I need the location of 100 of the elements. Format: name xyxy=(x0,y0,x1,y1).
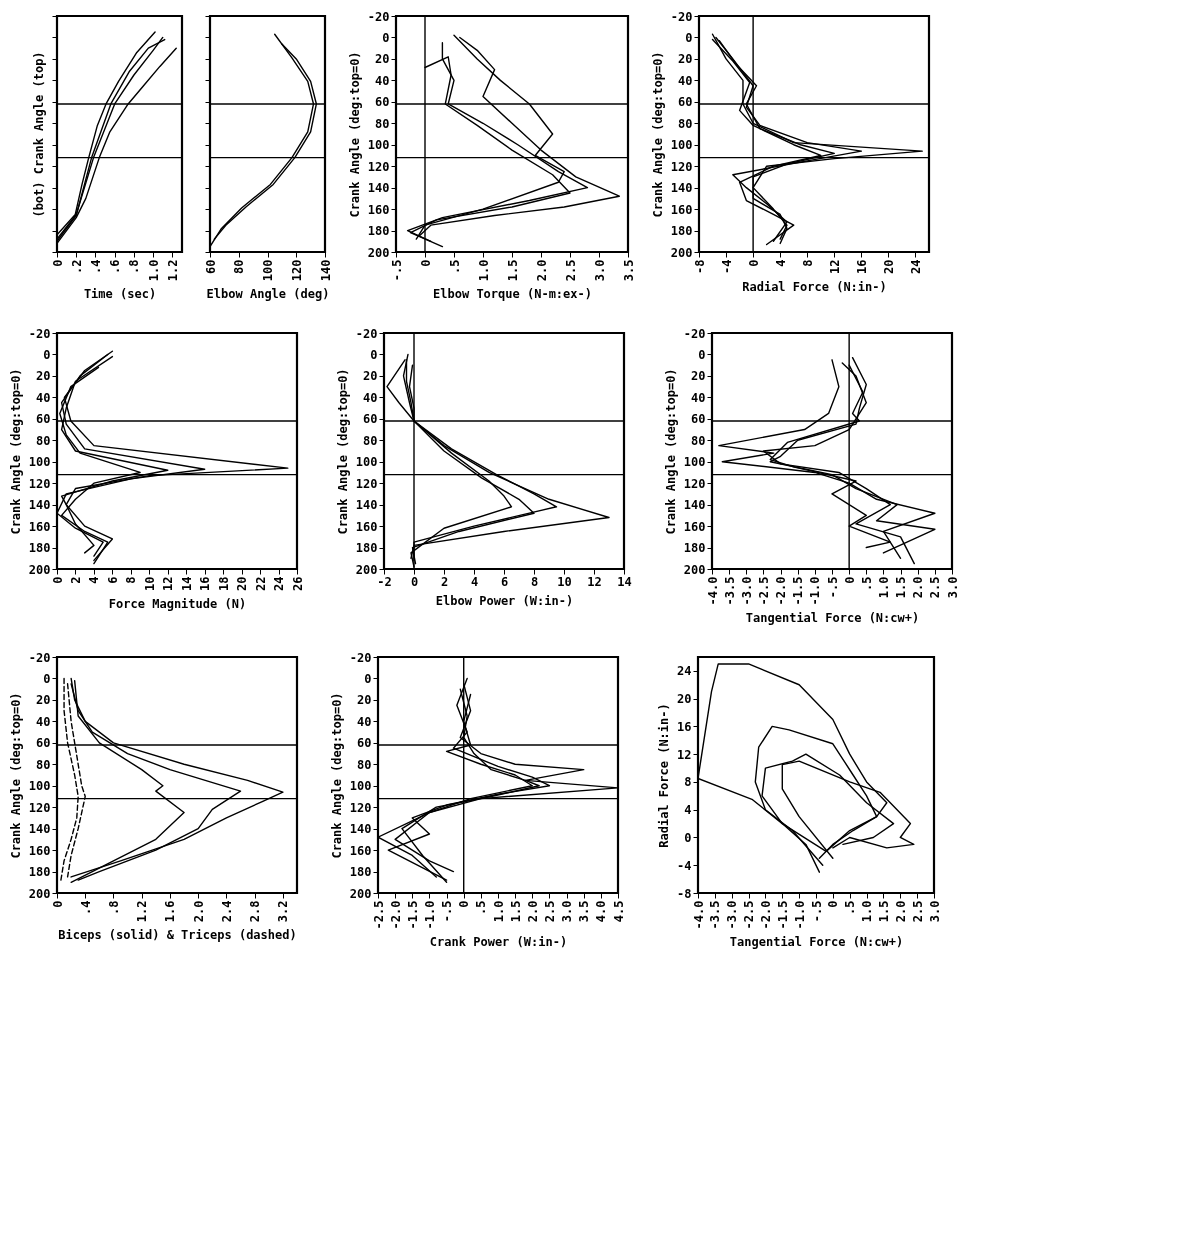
x-tick-label: 14 xyxy=(617,574,632,589)
y-tick-label: 140 xyxy=(367,181,390,196)
x-tick-label: 1.0 xyxy=(146,259,161,282)
y-tick-label: 20 xyxy=(36,693,51,708)
x-tick-label: 2.5 xyxy=(928,576,943,599)
x-axis-title: Elbow Torque (N-m:ex-) xyxy=(433,287,592,302)
x-tick-label: .5 xyxy=(859,576,874,591)
y-tick-label: 40 xyxy=(36,390,51,405)
x-tick-label: 16 xyxy=(854,259,869,274)
y-tick-label: 80 xyxy=(36,433,51,448)
x-tick-label: .5 xyxy=(843,900,858,915)
y-tick-label: 60 xyxy=(36,412,51,427)
y-tick-label: 180 xyxy=(683,541,706,556)
x-tick-label: 20 xyxy=(235,576,250,591)
x-tick-label: 8 xyxy=(530,574,539,589)
x-tick-label: 4.0 xyxy=(594,900,609,923)
x-tick-label: 8 xyxy=(124,576,139,584)
x-axis-title: Crank Power (W:in-) xyxy=(429,935,568,950)
y-tick-label: 120 xyxy=(367,159,390,174)
y-tick-label: 0 xyxy=(43,671,51,686)
y-tick-label: -20 xyxy=(28,326,51,341)
x-tick-label: -3.0 xyxy=(725,900,740,930)
x-tick-label: 3.2 xyxy=(276,900,291,923)
x-tick-label: 6 xyxy=(500,574,509,589)
y-tick-label: 200 xyxy=(670,245,693,260)
x-tick-label: 1.0 xyxy=(876,576,891,599)
x-tick-label: 10 xyxy=(142,576,157,591)
y-tick-label: 60 xyxy=(691,412,706,427)
y-axis-title: Crank Angle (deg:top=0) xyxy=(650,51,665,218)
y-tick-label: 160 xyxy=(670,202,693,217)
x-tick-label: 4 xyxy=(470,574,479,589)
y-tick-label: 100 xyxy=(683,455,706,470)
x-tick-label: 3.0 xyxy=(945,576,960,599)
y-tick-label: 120 xyxy=(355,476,378,491)
x-tick-label: 26 xyxy=(290,576,305,591)
y-tick-label: 200 xyxy=(349,886,372,901)
x-tick-label: .6 xyxy=(108,259,123,274)
x-tick-label: -4.0 xyxy=(705,576,720,606)
x-tick-label: 2.0 xyxy=(911,576,926,599)
y-tick-label: 0 xyxy=(684,830,692,845)
y-tick-label: 20 xyxy=(375,52,390,67)
x-tick-label: -.5 xyxy=(389,259,404,282)
y-tick-label: 180 xyxy=(28,541,51,556)
y-tick-label: 20 xyxy=(36,369,51,384)
y-tick-label: 200 xyxy=(28,562,51,577)
y-tick-label: 180 xyxy=(670,224,693,239)
y-tick-label: -20 xyxy=(355,326,378,341)
y-tick-label: 140 xyxy=(28,822,51,837)
x-tick-label: 0 xyxy=(50,576,65,584)
x-tick-label: -1.0 xyxy=(422,900,437,930)
x-tick-label: .5 xyxy=(447,259,462,274)
x-tick-label: 22 xyxy=(253,576,268,591)
x-tick-label: -4.0 xyxy=(691,900,706,930)
x-tick-label: 60 xyxy=(203,259,218,274)
x-tick-label: 3.5 xyxy=(621,259,636,282)
x-axis-title: Elbow Angle (deg) xyxy=(206,287,330,302)
x-tick-label: -2.0 xyxy=(758,900,773,930)
y-axis-title: Crank Angle (deg:top=0) xyxy=(335,368,350,535)
x-tick-label: 100 xyxy=(261,259,275,282)
y-tick-label: 60 xyxy=(678,95,693,110)
x-tick-label: -2.0 xyxy=(388,900,403,930)
y-tick-label: 200 xyxy=(683,562,706,577)
y-tick-label: 160 xyxy=(28,843,51,858)
y-tick-label: 80 xyxy=(36,757,51,772)
y-axis-title: Crank Angle (deg:top=0) xyxy=(8,692,23,859)
x-tick-label: -1.5 xyxy=(791,576,806,606)
x-tick-label: 1.6 xyxy=(163,900,178,923)
x-tick-label: -1.0 xyxy=(808,576,823,606)
x-axis-title: Biceps (solid) & Triceps (dashed) xyxy=(58,928,297,943)
x-tick-label: 4 xyxy=(87,576,102,584)
y-tick-label: 200 xyxy=(367,245,390,260)
y-tick-label: 100 xyxy=(355,455,378,470)
x-tick-label: 1.5 xyxy=(508,900,523,923)
x-tick-label: 18 xyxy=(216,576,231,591)
y-tick-label: 60 xyxy=(363,412,378,427)
y-tick-label: -20 xyxy=(670,9,693,24)
y-tick-label: 80 xyxy=(678,116,693,131)
y-tick-label: 140 xyxy=(355,498,378,513)
x-axis-title: Force Magnitude (N) xyxy=(108,596,247,611)
x-tick-label: 16 xyxy=(198,576,213,591)
x-tick-label: 2.0 xyxy=(534,259,549,282)
x-tick-label: -4 xyxy=(719,259,734,274)
x-tick-label: 0 xyxy=(842,576,857,584)
x-tick-label: 20 xyxy=(881,259,896,274)
y-tick-label: -20 xyxy=(349,650,372,665)
y-tick-label: 100 xyxy=(28,779,51,794)
x-tick-label: -.5 xyxy=(825,576,840,599)
x-tick-label: 0 xyxy=(457,900,472,908)
y-tick-label: 120 xyxy=(683,476,706,491)
x-tick-label: 1.0 xyxy=(491,900,506,923)
y-tick-label: 40 xyxy=(375,73,390,88)
x-tick-label: 0 xyxy=(418,259,433,267)
y-tick-label: 180 xyxy=(355,541,378,556)
x-tick-label: 3.5 xyxy=(577,900,592,923)
x-tick-label: 8 xyxy=(800,259,815,267)
y-tick-label: 60 xyxy=(357,736,372,751)
x-tick-label: .8 xyxy=(127,259,142,274)
x-tick-label: 24 xyxy=(908,259,923,274)
x-tick-label: -2.5 xyxy=(756,576,771,606)
x-tick-label: -.5 xyxy=(809,900,824,923)
